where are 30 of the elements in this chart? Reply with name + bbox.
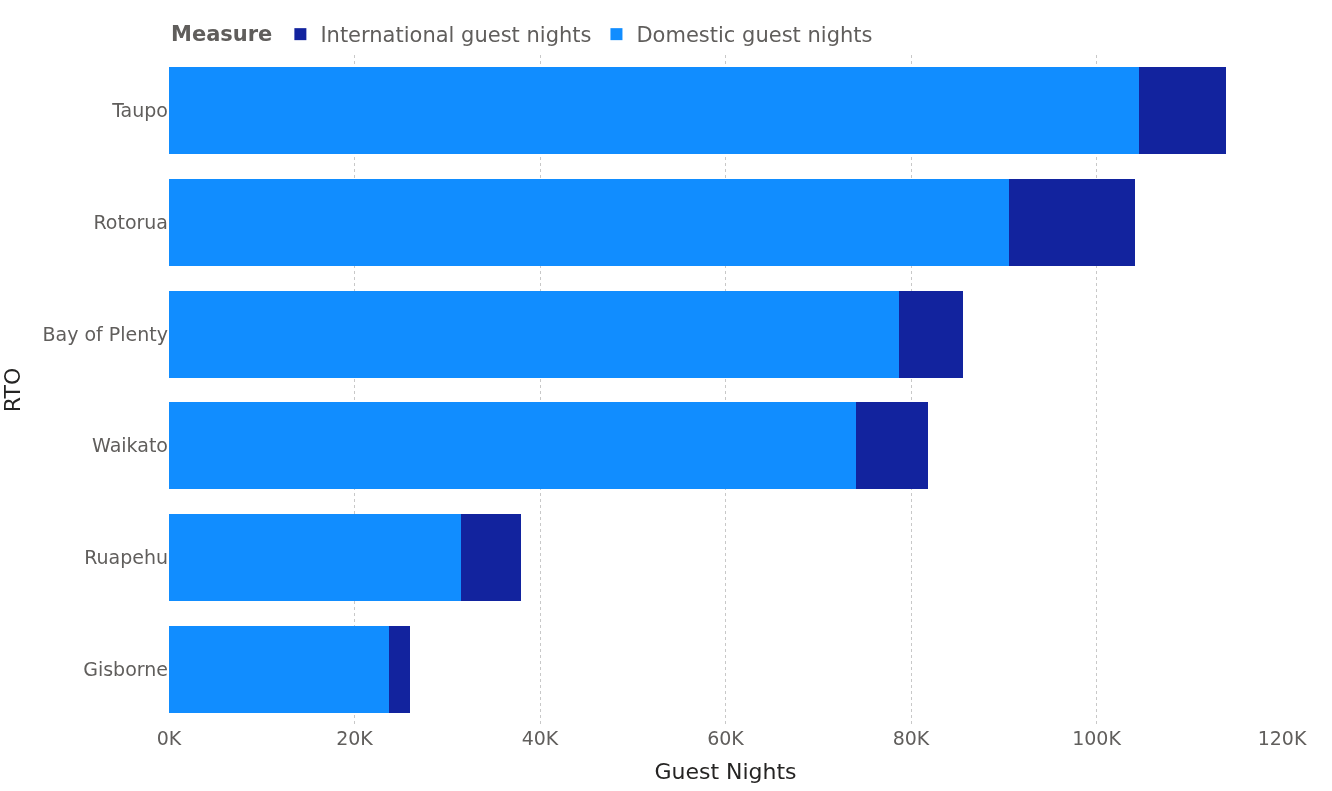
legend-label: Domestic guest nights	[636, 23, 873, 48]
bar	[856, 402, 928, 490]
bar	[169, 67, 1140, 155]
legend-title: Measure	[171, 22, 273, 47]
bar	[1009, 178, 1135, 267]
x-tick-label: 40K	[521, 727, 559, 749]
x-tick-label: 60K	[707, 727, 745, 749]
y-tick-label: Taupo	[111, 99, 168, 122]
bar	[169, 625, 389, 713]
x-tick-label: 120K	[1257, 727, 1307, 749]
x-tick-label: 20K	[336, 727, 374, 749]
y-tick-label: Rotorua	[93, 211, 168, 234]
bar	[169, 178, 1010, 267]
y-tick-label: Bay of Plenty	[42, 322, 168, 345]
x-tick-label: 100K	[1072, 727, 1122, 749]
bar	[169, 402, 857, 490]
y-axis-title: RTO	[0, 367, 26, 413]
bar	[898, 290, 963, 378]
bar	[461, 513, 521, 602]
y-tick-label: Ruapehu	[84, 546, 168, 569]
y-tick-label: Gisborne	[83, 657, 168, 680]
y-tick-label: Waikato	[92, 434, 168, 457]
x-tick-label: 80K	[892, 727, 930, 749]
x-axis-title: Guest Nights	[654, 758, 797, 784]
bar	[1139, 67, 1227, 155]
legend-label: International guest nights	[320, 23, 592, 48]
bar	[388, 625, 411, 713]
x-tick-label: 0K	[156, 727, 182, 749]
bar	[169, 513, 462, 602]
bar	[169, 290, 899, 378]
